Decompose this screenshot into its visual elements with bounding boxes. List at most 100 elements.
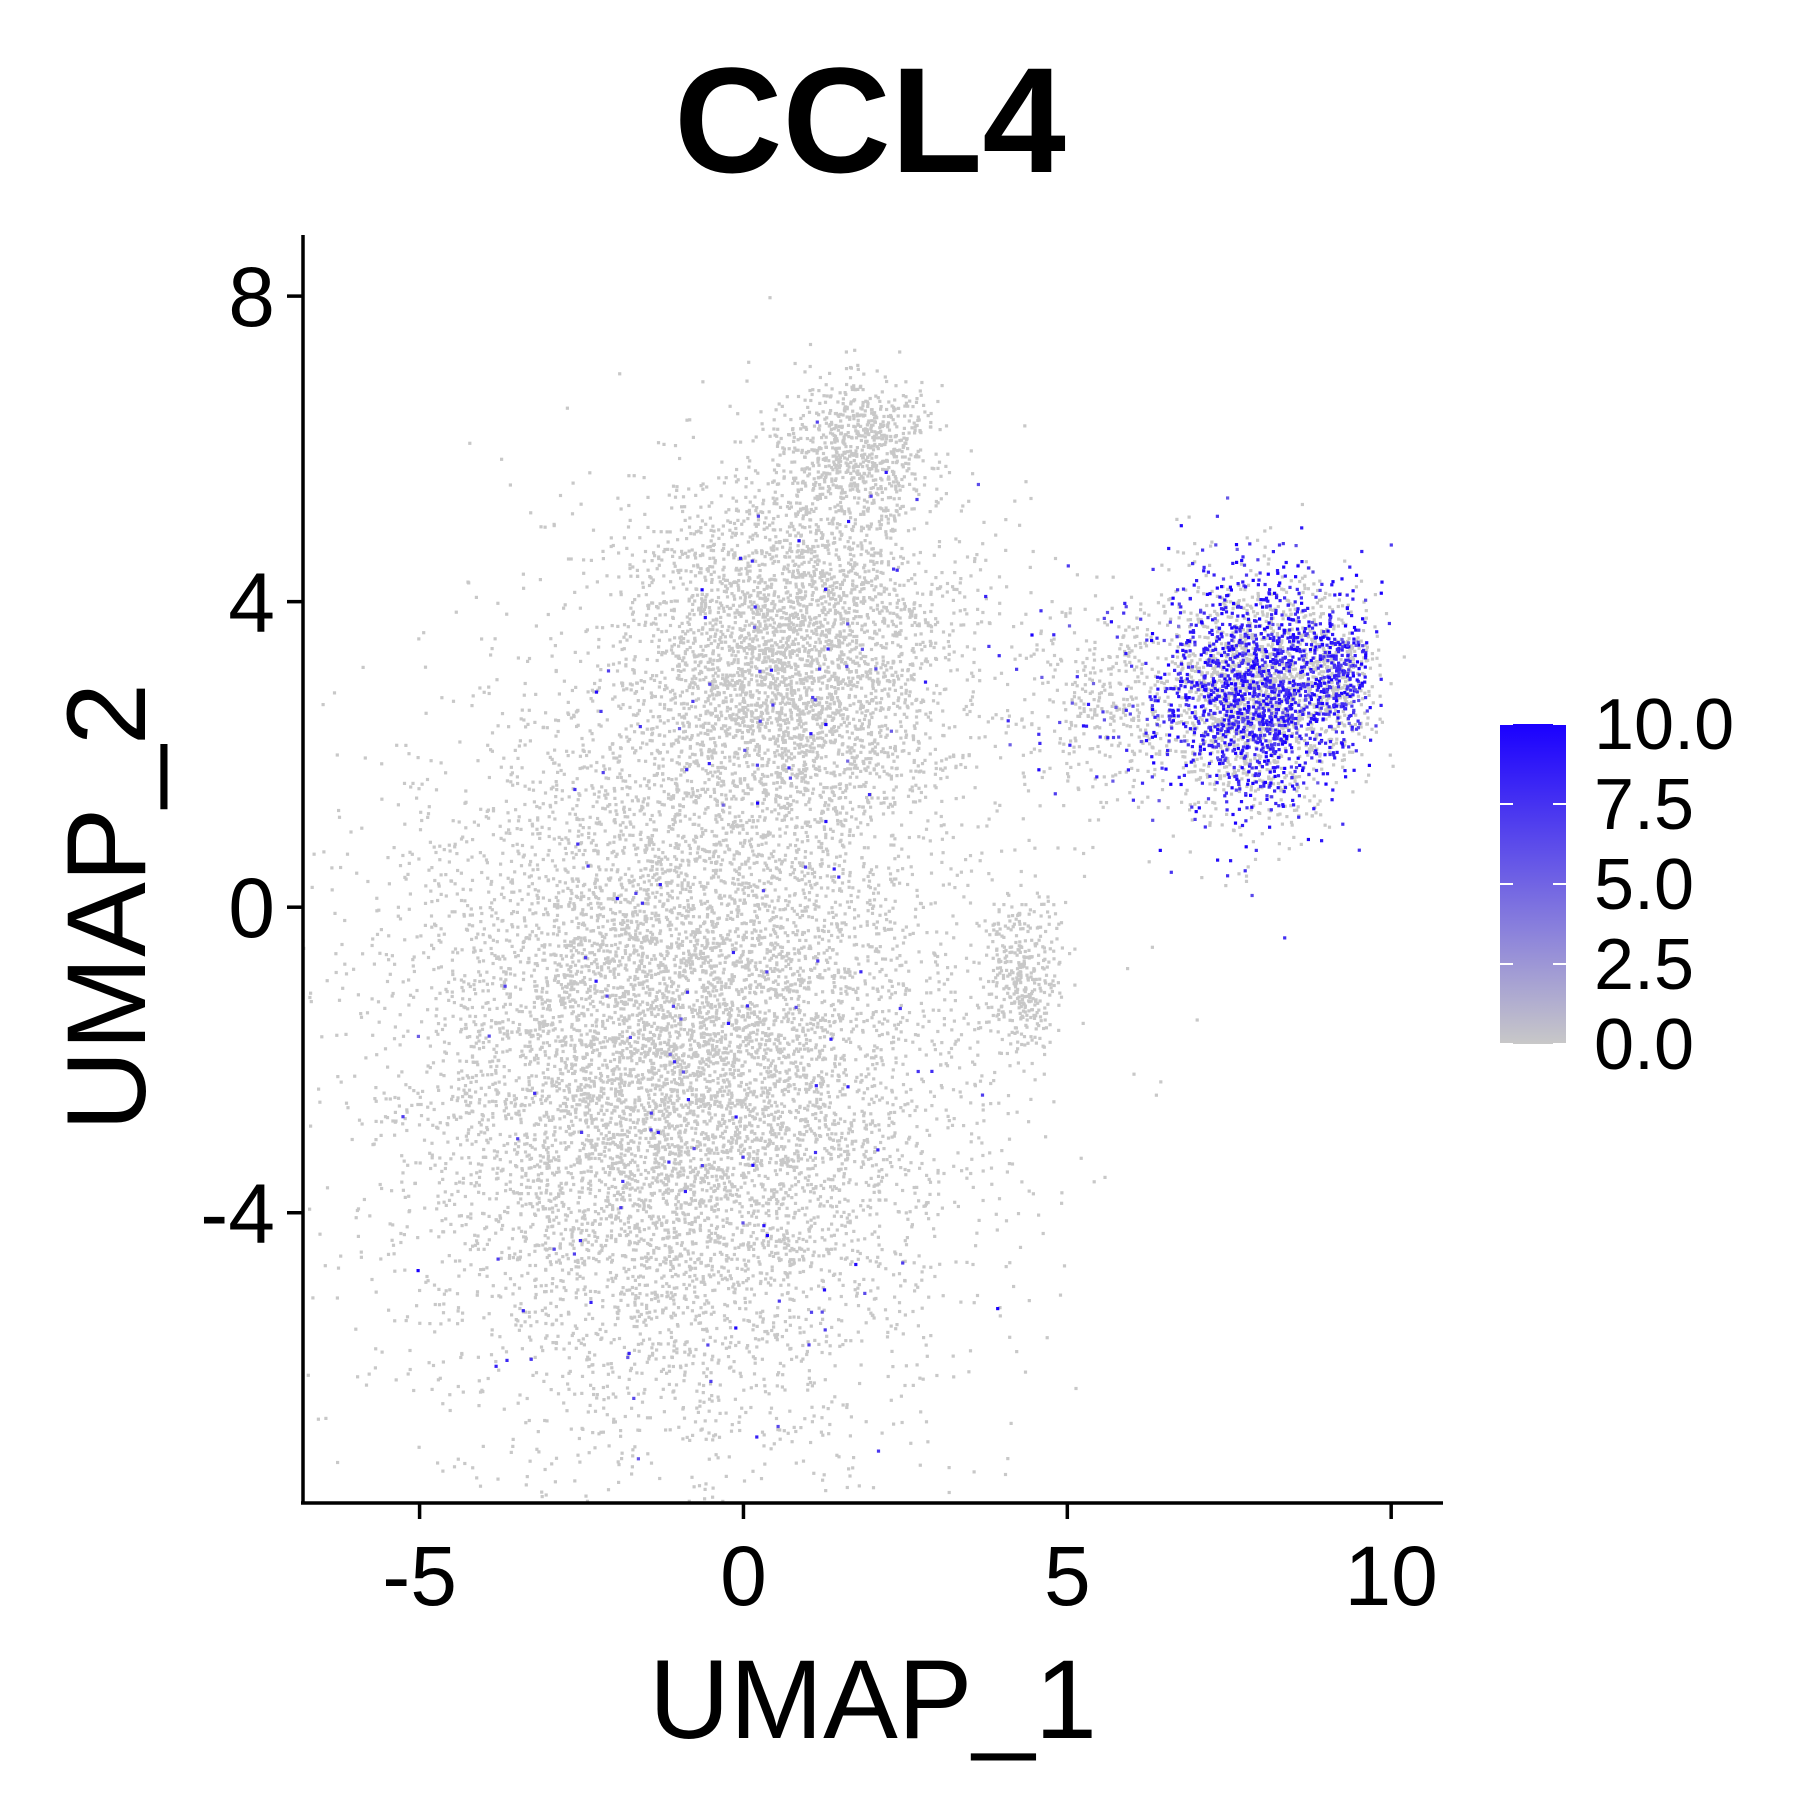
cell-point — [526, 1271, 530, 1275]
cell-point — [870, 1164, 875, 1168]
cell-point — [879, 706, 883, 710]
cell-point — [847, 1181, 851, 1185]
cell-point — [947, 1119, 951, 1123]
cell-point — [765, 1272, 769, 1276]
cell-point — [481, 959, 486, 963]
cell-point — [731, 1173, 735, 1177]
cell-point — [727, 823, 731, 827]
cell-point — [650, 973, 654, 977]
cell-point — [641, 1119, 645, 1123]
cell-point — [550, 1289, 554, 1293]
cell-point — [595, 1396, 599, 1400]
cell-point — [536, 896, 540, 900]
cell-point — [599, 1108, 603, 1112]
cell-point — [929, 991, 933, 995]
cell-point — [778, 1047, 782, 1051]
cell-point — [929, 1265, 933, 1269]
cell-point — [425, 1070, 429, 1074]
cell-point — [670, 997, 674, 1001]
cell-point — [840, 1135, 844, 1140]
cell-point — [819, 1085, 823, 1089]
cell-point — [782, 1278, 786, 1282]
cell-point — [711, 751, 715, 755]
cell-point — [625, 926, 629, 930]
cell-point — [845, 1405, 849, 1410]
cell-point — [459, 871, 463, 875]
cell-point — [677, 1192, 681, 1197]
cell-point — [563, 1101, 568, 1106]
cell-point — [672, 1019, 677, 1023]
cell-point — [459, 1116, 463, 1120]
cell-point — [655, 1315, 659, 1319]
cell-point — [773, 1333, 777, 1337]
cell-point — [735, 851, 739, 855]
cell-point — [469, 888, 473, 892]
cell-point — [708, 1166, 712, 1170]
cell-point — [748, 1001, 752, 1005]
cell-point — [603, 1026, 607, 1030]
cell-point — [791, 989, 795, 993]
cell-point — [690, 1199, 694, 1203]
cell-point — [433, 878, 437, 883]
cell-point — [306, 1373, 310, 1377]
cell-point — [764, 1291, 768, 1295]
cell-point — [463, 1242, 467, 1246]
cell-point — [644, 1044, 648, 1048]
cell-point — [707, 1049, 711, 1053]
cell-point — [639, 1312, 643, 1317]
cell-point — [621, 849, 625, 853]
cell-point — [887, 1123, 891, 1128]
cell-point — [490, 731, 495, 735]
cell-point — [468, 1014, 472, 1018]
cell-point — [570, 1243, 575, 1247]
cell-point — [567, 1082, 572, 1087]
cell-point — [789, 782, 793, 786]
cell-point — [839, 889, 844, 893]
cell-point — [503, 1100, 507, 1104]
cell-point — [647, 1022, 651, 1027]
cell-point — [932, 951, 936, 955]
cell-point — [652, 1051, 656, 1055]
cell-point — [855, 766, 859, 770]
cell-point — [668, 1250, 672, 1254]
cell-point — [582, 1288, 586, 1292]
cell-point — [924, 1420, 929, 1424]
cell-point — [674, 1053, 678, 1057]
cell-point — [541, 1144, 545, 1148]
cell-point — [589, 1141, 593, 1146]
cell-point — [761, 801, 765, 805]
cell-point — [843, 1197, 847, 1201]
cell-point — [725, 1278, 729, 1282]
cell-point — [804, 1317, 808, 1321]
cell-point — [776, 1038, 780, 1042]
cell-point — [743, 1181, 747, 1185]
cell-point — [827, 1020, 831, 1024]
cell-point — [674, 1230, 678, 1234]
cell-point — [564, 1035, 568, 1039]
cell-point — [843, 976, 847, 980]
cell-point — [891, 1035, 896, 1039]
cell-point — [579, 1231, 583, 1235]
cell-point — [545, 1372, 549, 1376]
cell-point — [556, 1166, 561, 1170]
cell-point — [464, 1022, 468, 1027]
cell-point — [612, 1338, 616, 1342]
cell-point — [693, 840, 697, 844]
cell-point — [772, 760, 776, 764]
cell-point — [537, 1178, 541, 1182]
cell-point — [810, 915, 814, 919]
cell-point — [636, 923, 640, 927]
cell-point — [705, 1329, 709, 1333]
cell-point — [627, 1014, 631, 1018]
cell-point — [774, 1244, 778, 1248]
cell-point — [437, 1088, 441, 1092]
cell-point — [824, 1340, 828, 1344]
cell-point — [888, 920, 892, 924]
cell-point — [776, 1428, 780, 1432]
cell-point — [953, 990, 957, 994]
cell-point — [719, 1038, 723, 1042]
cell-point — [639, 945, 643, 949]
cell-point — [885, 1317, 889, 1321]
cell-point — [793, 1201, 798, 1205]
cell-point — [573, 1392, 577, 1396]
